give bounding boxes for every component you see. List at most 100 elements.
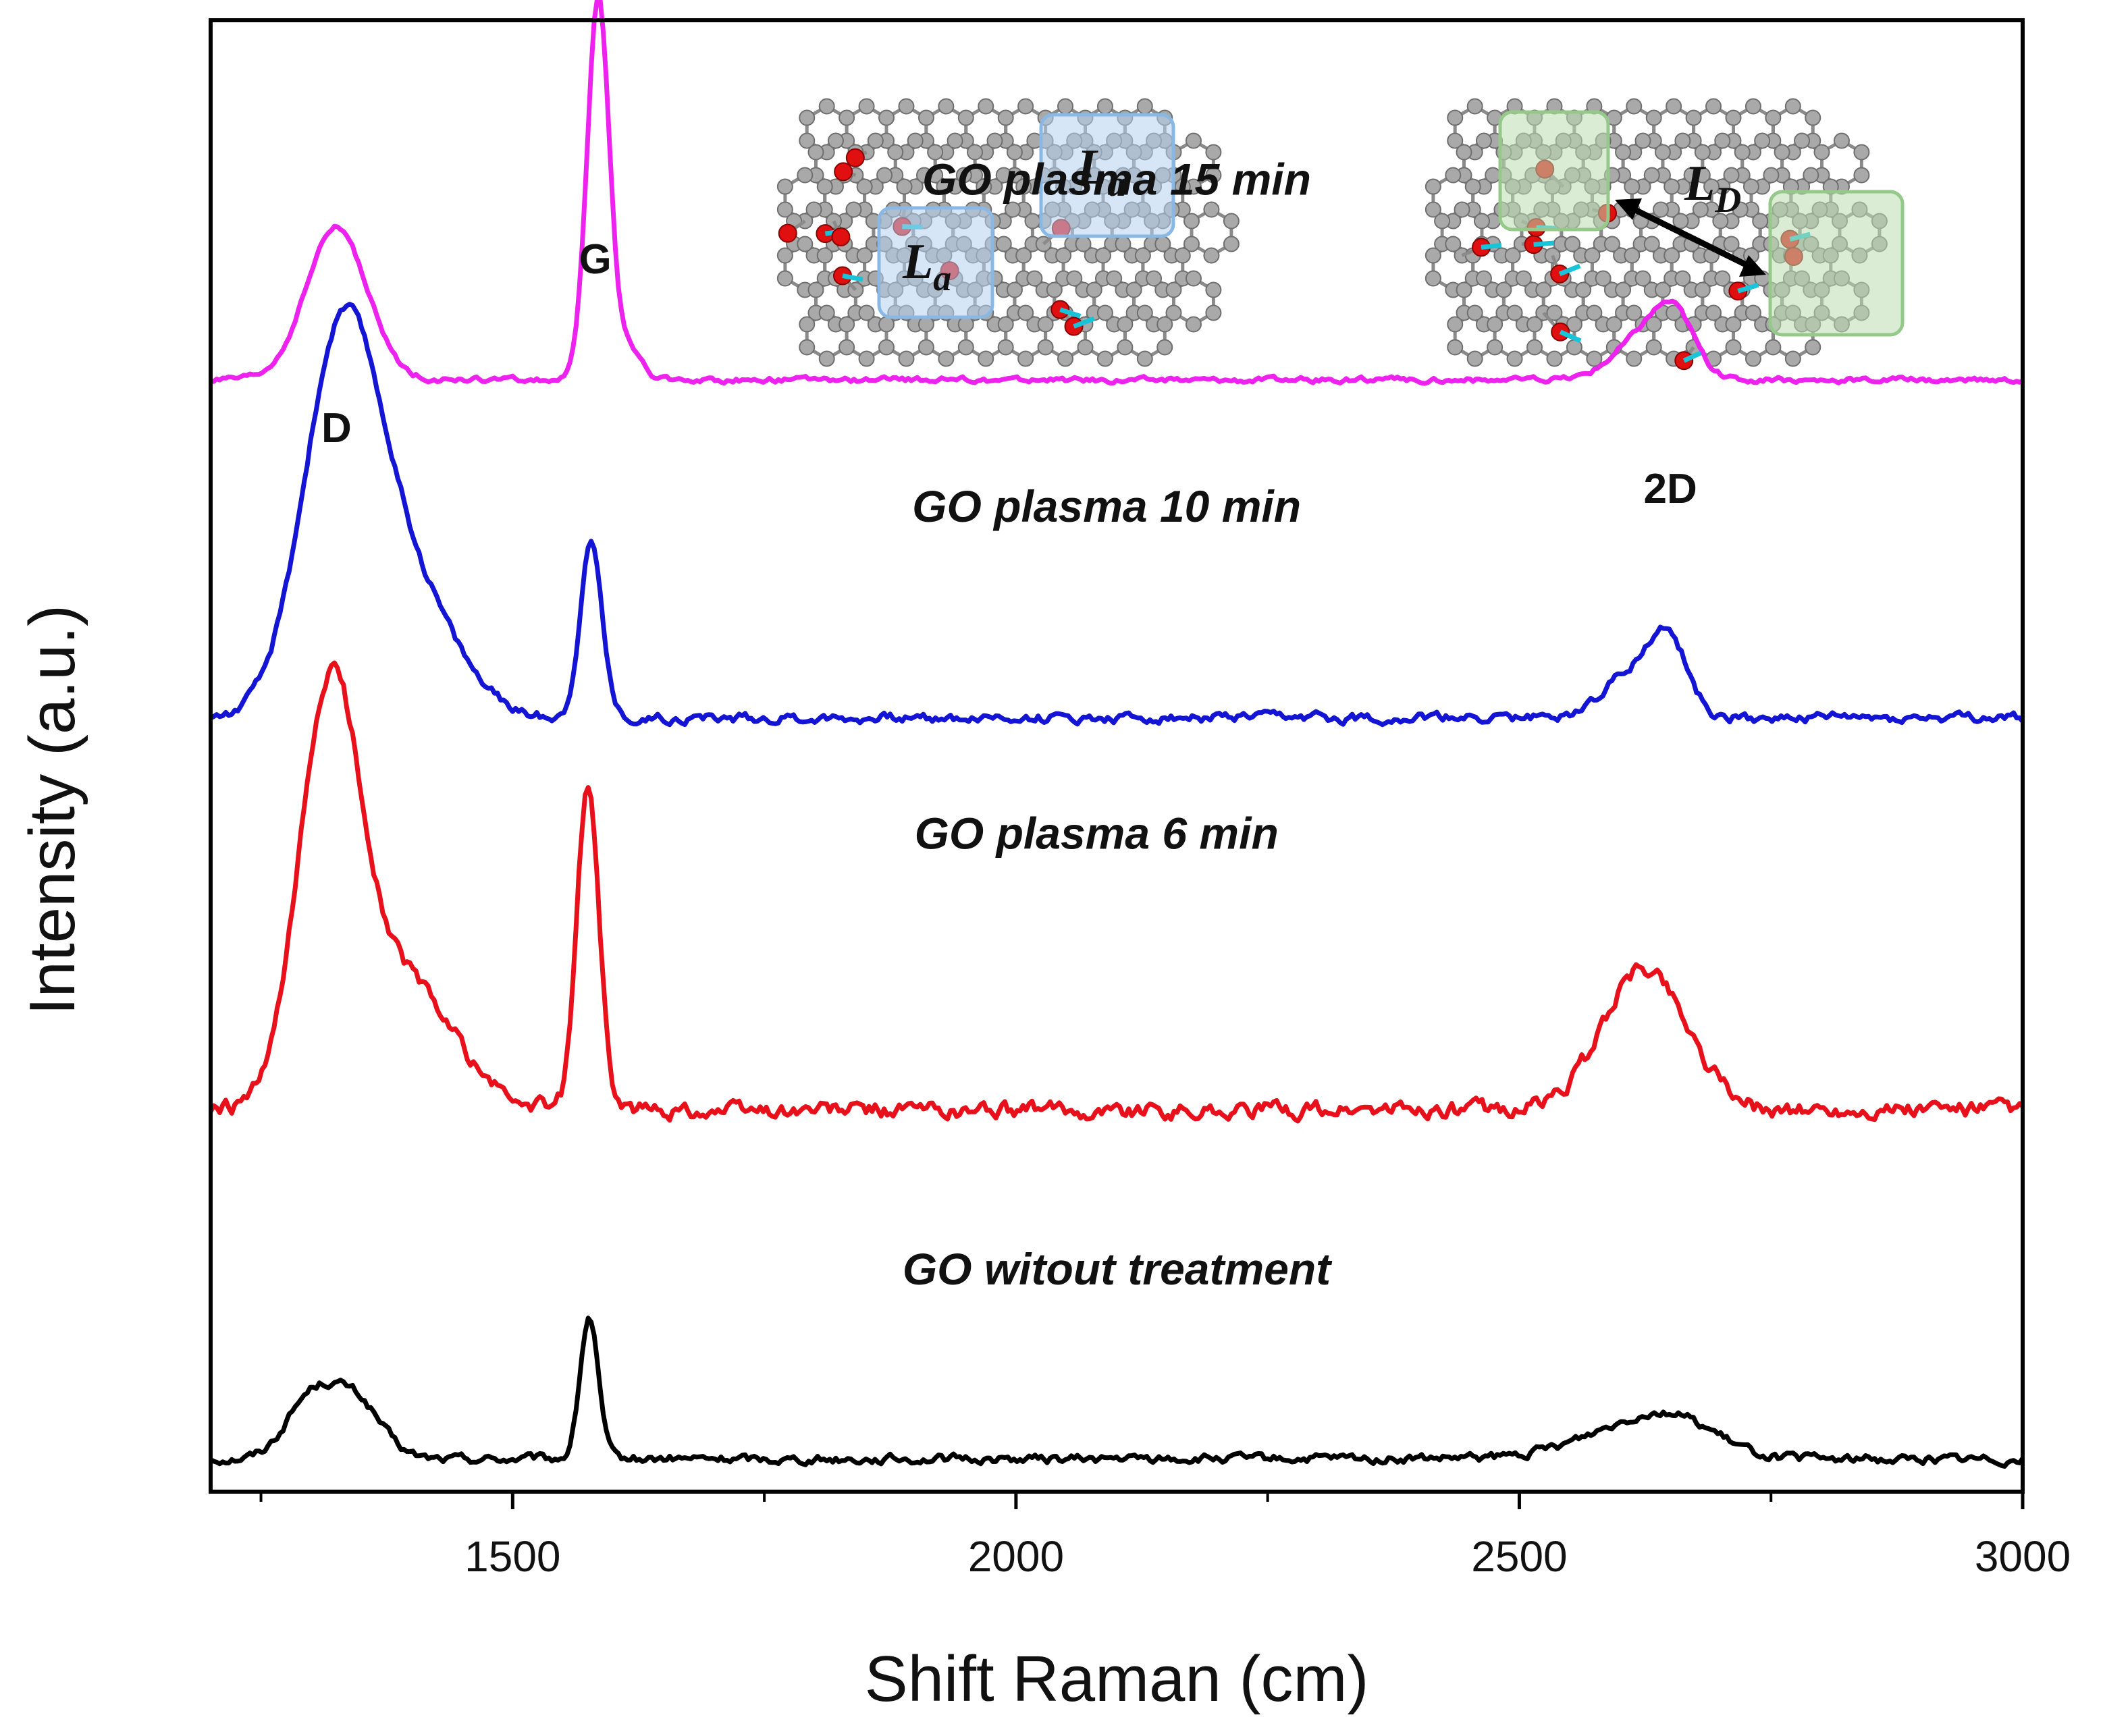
carbon-atom	[1454, 201, 1470, 218]
carbon-atom	[807, 144, 824, 161]
carbon-atom	[1784, 98, 1801, 115]
carbon-atom	[1456, 144, 1472, 161]
carbon-atom	[1603, 236, 1620, 252]
carbon-atom	[1066, 270, 1083, 287]
carbon-atom	[878, 339, 895, 356]
carbon-atom	[1742, 178, 1759, 195]
carbon-atom	[1683, 167, 1700, 184]
carbon-atom	[1136, 98, 1153, 115]
carbon-atom	[816, 247, 833, 264]
carbon-atom	[1654, 281, 1671, 298]
arrow-head-left	[1615, 198, 1642, 220]
hydrogen-bond	[1558, 263, 1581, 277]
carbon-atom	[1205, 167, 1222, 184]
series-label: GO witout treatment	[903, 1244, 1333, 1294]
carbon-atom	[1546, 350, 1563, 367]
carbon-atom	[898, 350, 915, 367]
carbon-atom	[1006, 144, 1023, 161]
label-main: L	[1076, 140, 1107, 195]
hydrogen-bond	[1737, 282, 1759, 294]
carbon-atom	[1575, 281, 1592, 298]
carbon-atom	[1515, 270, 1532, 287]
carbon-atom	[1725, 339, 1742, 356]
carbon-atom	[917, 339, 934, 356]
carbon-atom	[856, 178, 873, 195]
carbon-atom	[1174, 247, 1191, 264]
carbon-atom	[1685, 109, 1702, 126]
carbon-atom	[1117, 339, 1134, 356]
hydrogen-bond	[1059, 307, 1082, 319]
carbon-atom	[1106, 270, 1123, 287]
carbon-atom	[1674, 270, 1691, 287]
carbon-atom	[1645, 339, 1662, 356]
carbon-atom	[1425, 247, 1441, 264]
carbon-atom	[1853, 167, 1870, 184]
oxygen-atom	[778, 223, 797, 243]
carbon-atom	[1156, 316, 1173, 333]
peak-labels: D G 2D	[321, 236, 1697, 512]
carbon-atom	[1223, 213, 1240, 229]
carbon-atom	[1475, 270, 1492, 287]
peak-label: D	[321, 405, 352, 452]
carbon-atom	[1026, 270, 1043, 287]
carbon-atom	[1752, 213, 1769, 229]
carbon-atom	[1154, 236, 1171, 252]
carbon-atom	[805, 201, 822, 218]
carbon-atom	[1466, 98, 1483, 115]
carbon-atom	[1626, 304, 1643, 321]
carbon-atom	[776, 178, 793, 195]
carbon-atom	[917, 109, 934, 126]
x-axis-ticks: 1500 2000 2500 3000	[259, 1492, 2071, 1581]
carbon-atom	[997, 109, 1014, 126]
ld-arrow	[1615, 198, 1766, 277]
carbon-atom	[1434, 213, 1451, 229]
carbon-atom	[797, 236, 814, 252]
inset-math-label: La	[902, 234, 951, 298]
carbon-atom	[1185, 132, 1202, 149]
label-subscript: D	[1714, 180, 1741, 220]
carbon-atom	[858, 304, 875, 321]
carbon-atom	[1774, 144, 1790, 161]
carbon-atom	[799, 316, 816, 333]
carbon-atom	[1853, 144, 1870, 161]
carbon-atom	[1185, 316, 1202, 333]
carbon-atom	[1057, 98, 1074, 115]
carbon-atom	[1663, 247, 1680, 264]
carbon-atom	[1037, 339, 1054, 356]
carbon-atom	[1754, 132, 1771, 149]
x-tick-label: 2000	[968, 1532, 1064, 1581]
carbon-atom	[776, 270, 793, 287]
carbon-atom	[1672, 213, 1689, 229]
carbon-atom	[898, 98, 915, 115]
arrow-head-right	[1739, 255, 1766, 277]
carbon-atom	[1447, 132, 1464, 149]
carbon-atom	[1096, 350, 1113, 367]
carbon-atom	[1005, 201, 1021, 218]
domain-patch	[1768, 190, 1905, 337]
carbon-atom	[1125, 281, 1142, 298]
carbon-atom	[1425, 178, 1441, 195]
carbon-atom	[1745, 350, 1761, 367]
carbon-atom	[1185, 270, 1202, 287]
carbon-atom	[1473, 213, 1490, 229]
carbon-atom	[1663, 178, 1680, 195]
carbon-atom	[997, 316, 1014, 333]
series-line-3	[210, 0, 2024, 386]
carbon-atom	[1075, 236, 1092, 252]
carbon-atom	[1805, 109, 1821, 126]
carbon-atom	[957, 316, 974, 333]
carbon-atom	[1645, 109, 1662, 126]
carbon-atom	[896, 178, 913, 195]
carbon-atom	[1803, 167, 1819, 184]
carbon-atom	[955, 167, 972, 184]
carbon-atom	[1714, 132, 1731, 149]
plot-frame	[209, 18, 2025, 1494]
carbon-atom	[1705, 304, 1722, 321]
carbon-atom	[1595, 270, 1612, 287]
carbon-atom	[838, 316, 855, 333]
domain-patch	[1039, 113, 1175, 238]
carbon-atom	[1745, 304, 1761, 321]
inset-math-label: La	[1076, 140, 1125, 204]
label-main: L	[902, 234, 933, 290]
oxygen-atom	[845, 148, 865, 167]
